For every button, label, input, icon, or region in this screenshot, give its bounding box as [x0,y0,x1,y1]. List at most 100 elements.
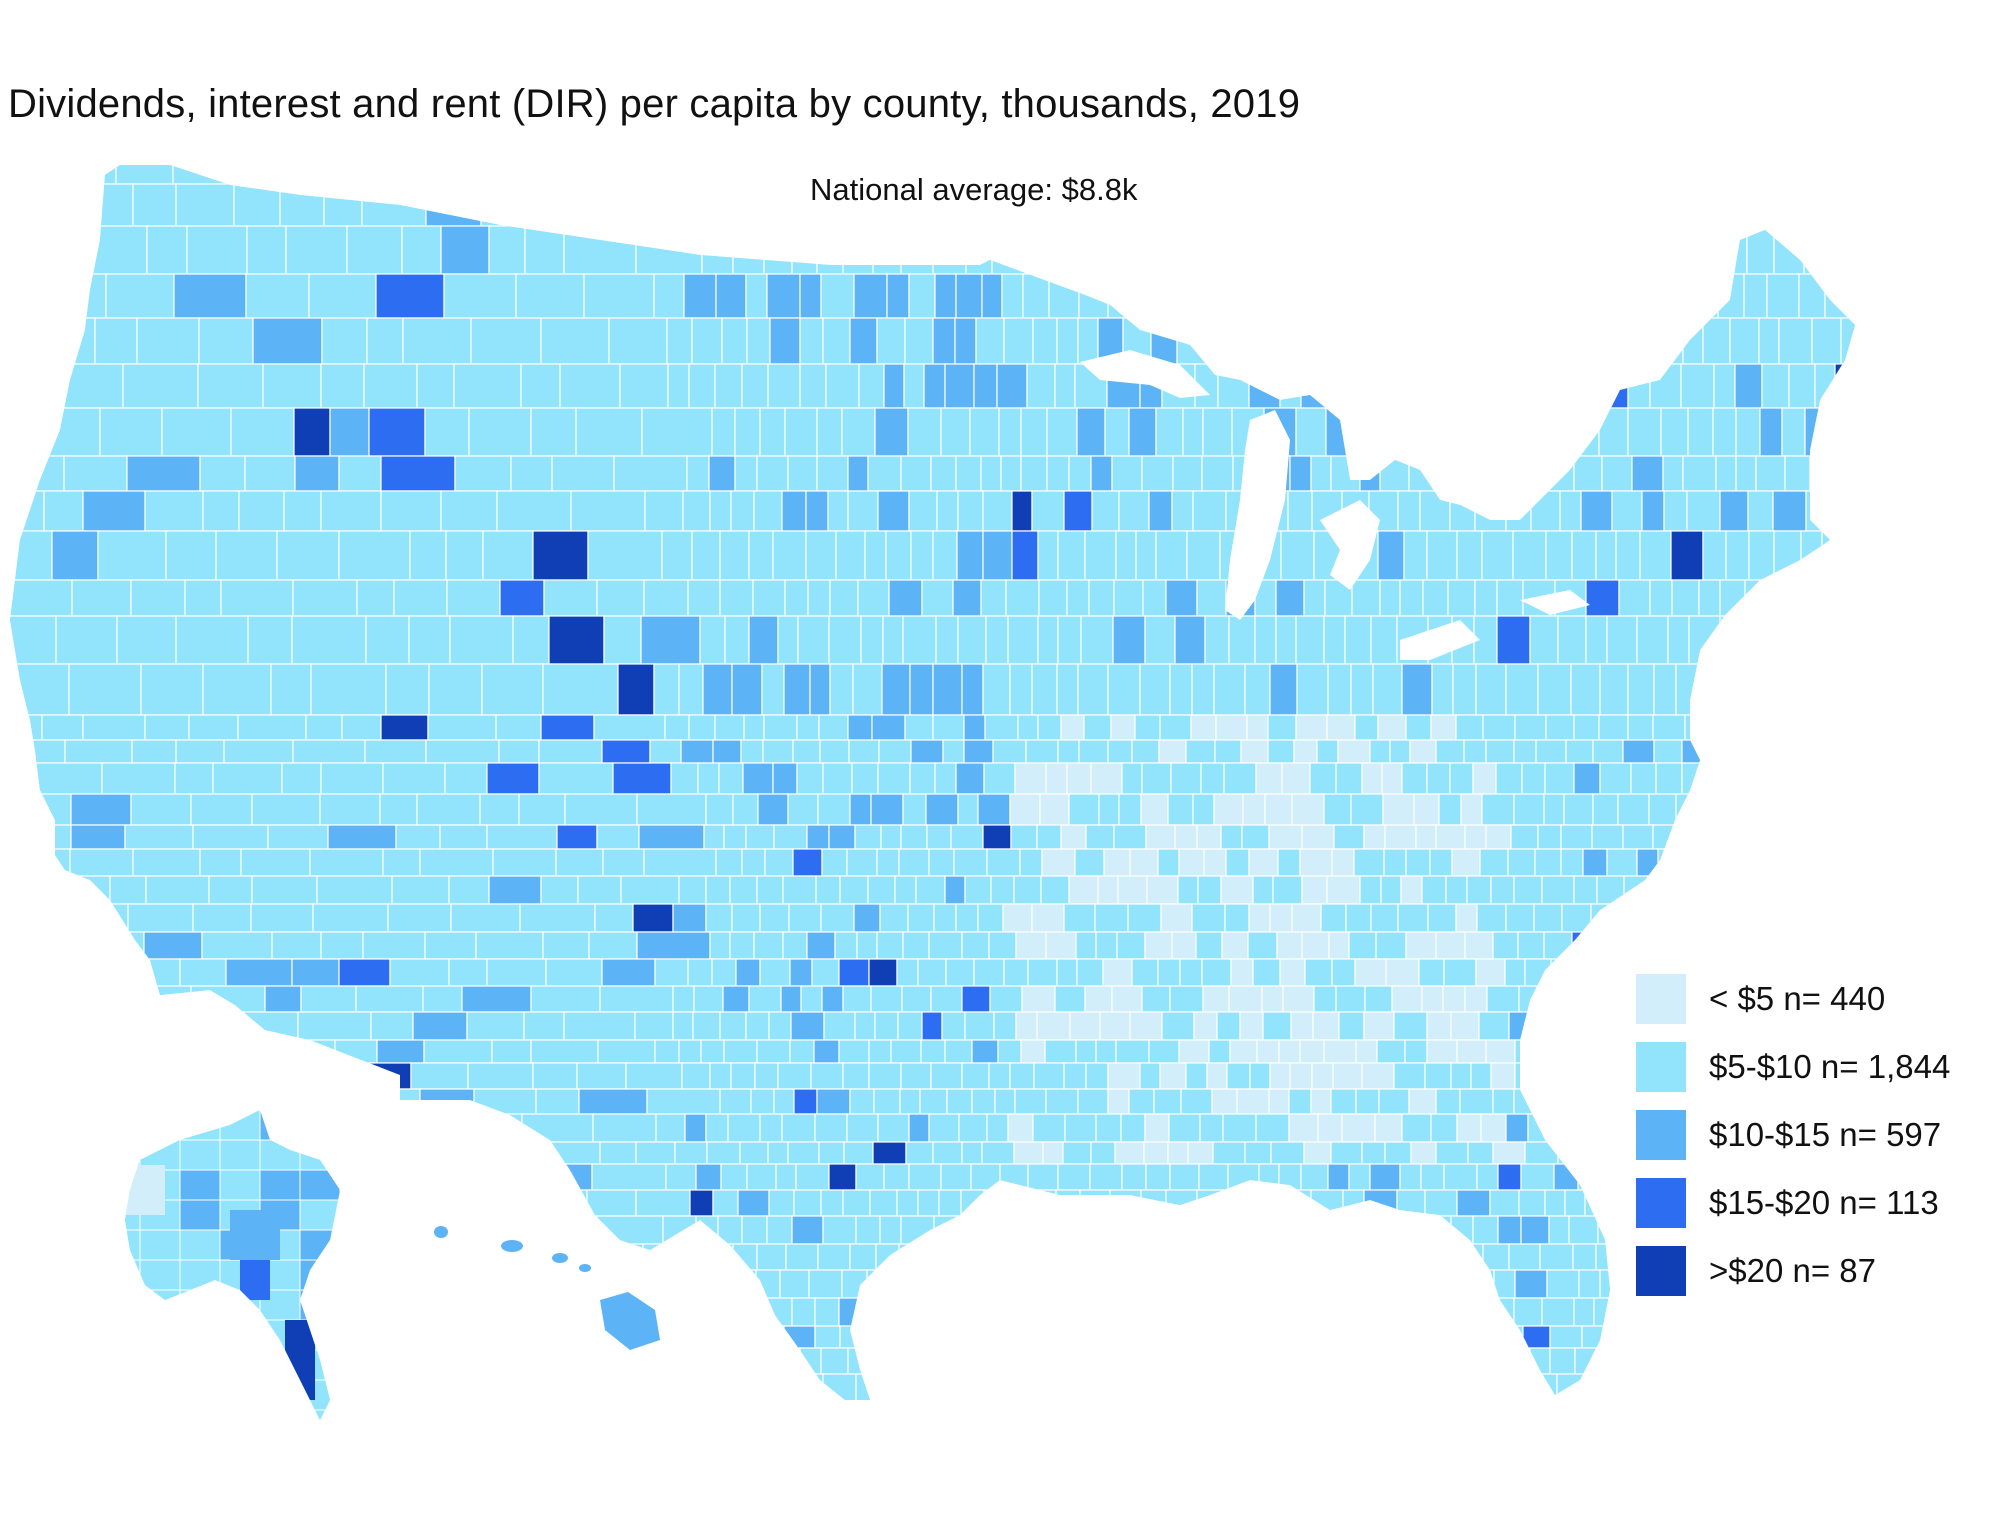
county-cell [787,1141,820,1165]
county-cell [1457,1325,1492,1349]
county-cell [955,273,983,319]
county-cell [238,165,297,185]
county-cell [449,615,514,665]
county-cell [770,165,796,185]
county-cell [132,848,201,877]
county-cell [691,317,723,365]
county-cell [1615,903,1649,933]
county-cell [1326,1215,1351,1245]
county-cell [219,1379,261,1411]
county-cell [10,1113,45,1143]
county-cell [732,1243,758,1271]
county-cell [1202,985,1230,1013]
county-cell [1188,1297,1212,1327]
county-cell [125,1319,141,1351]
county-cell [1295,714,1328,741]
county-cell [1107,663,1141,716]
county-cell [871,714,906,741]
county-cell [1248,903,1271,933]
county-cell [1341,1113,1376,1143]
county-cell [1585,615,1608,665]
county-cell [1846,793,1855,826]
county-cell [1332,1062,1363,1090]
county-cell [847,455,869,492]
county-cell [885,530,912,581]
county-cell [394,1269,442,1299]
county-cell [1435,1141,1469,1165]
county-cell [1007,1113,1034,1143]
county-cell [718,762,744,795]
county-cell [1575,225,1599,275]
county-cell [1708,1373,1737,1400]
county-cell [1660,407,1689,457]
county-cell [1054,363,1076,409]
county-cell [1851,490,1855,532]
county-cell [70,793,132,826]
county-cell [1621,931,1647,960]
county-cell [706,1141,741,1165]
county-cell [608,317,668,365]
county-cell [1393,1062,1426,1090]
county-cell [1599,1269,1621,1299]
county-cell [1678,1373,1710,1400]
county-cell [1699,793,1725,826]
county-cell [1039,793,1070,826]
county-cell [1445,875,1468,905]
legend-swatch [1636,974,1686,1024]
county-cell [756,455,789,492]
county-cell [1031,663,1058,716]
county-cell [410,1062,469,1090]
county-cell [1421,875,1447,905]
county-cell [1561,903,1592,933]
county-cell [741,1215,768,1245]
county-cell [1582,848,1608,877]
county-cell [1045,762,1068,795]
county-cell [297,1011,372,1041]
county-cell [1409,1297,1434,1327]
county-cell [956,530,984,581]
county-cell [570,490,646,532]
county-cell [1701,165,1726,185]
county-cell [722,985,750,1013]
county-cell [1513,739,1537,764]
county-cell [1167,793,1194,826]
county-cell [1702,530,1727,581]
county-cell [191,1325,246,1349]
county-cell [702,1325,733,1349]
county-cell [179,1259,221,1291]
county-cell [1637,1297,1665,1327]
county-cell [1624,183,1647,227]
county-cell [481,1113,523,1143]
county-cell [1788,363,1816,409]
county-cell [1713,363,1736,409]
county-cell [523,1011,565,1041]
county-cell [961,663,984,716]
county-cell [1361,1141,1386,1165]
county-cell [1647,225,1669,275]
county-cell [781,1113,816,1143]
county-cell [470,317,542,365]
county-cell [1631,455,1664,492]
county-cell [1120,1113,1146,1143]
county-cell [73,225,148,275]
county-cell [548,615,605,665]
county-cell [1809,455,1831,492]
county-cell [905,1373,939,1400]
county-cell [910,530,934,581]
county-cell [892,1297,926,1327]
county-cell [1303,165,1330,185]
county-cell [230,407,295,457]
county-cell [339,1379,340,1411]
county-cell [935,615,959,665]
county-cell [264,985,302,1013]
county-cell [1521,762,1546,795]
county-cell [1350,793,1384,826]
county-cell [1517,363,1548,409]
county-cell [703,183,738,227]
county-cell [401,165,467,185]
county-cell [1636,848,1659,877]
county-cell [540,317,610,365]
county-cell [1702,317,1731,365]
county-cell [551,455,615,492]
county-cell [486,958,547,987]
